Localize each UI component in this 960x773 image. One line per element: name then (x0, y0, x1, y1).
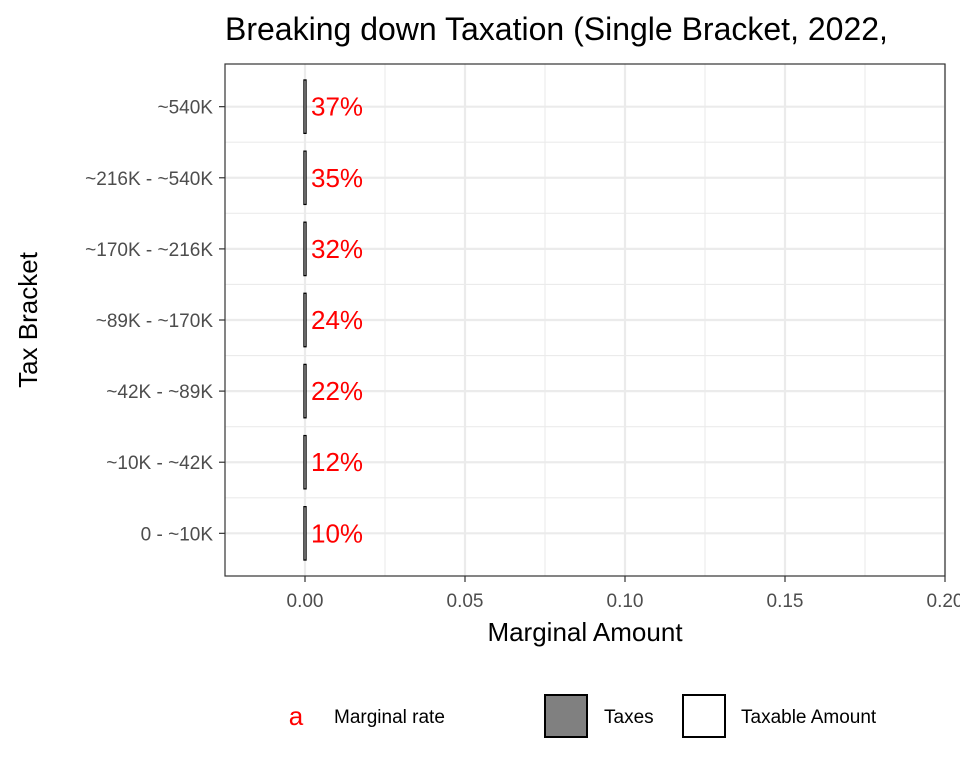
y-tick-label: ~170K - ~216K (85, 240, 213, 261)
x-tick-label: 0.20 (927, 591, 960, 612)
legend-label-marginal-rate: Marginal rate (334, 707, 445, 728)
y-tick-label: ~89K - ~170K (96, 311, 214, 332)
legend-key-taxes (544, 694, 588, 738)
y-tick-label: ~10K - ~42K (106, 453, 213, 474)
bars (303, 79, 307, 561)
marginal-rate-label: 24% (311, 305, 363, 335)
y-axis-label: Tax Bracket (13, 251, 43, 388)
bar-taxable-amount (303, 292, 307, 348)
x-axis: 0.00 0.05 0.10 0.15 0.20 (287, 576, 960, 612)
x-tick-label: 0.15 (767, 591, 804, 612)
legend-label-taxable-amount: Taxable Amount (741, 707, 877, 728)
bar-taxable-amount (303, 434, 307, 490)
marginal-rate-label: 22% (311, 376, 363, 406)
y-tick-label: ~540K (158, 98, 214, 119)
bar-taxable-amount (303, 363, 307, 419)
x-tick-label: 0.00 (287, 591, 324, 612)
data-labels: 10% 12% 22% 24% 32% 35% 37% (311, 92, 363, 549)
y-tick-label: ~216K - ~540K (85, 169, 213, 190)
bar-taxable-amount (303, 150, 307, 206)
marginal-rate-label: 10% (311, 518, 363, 548)
bar-taxable-amount (303, 506, 307, 561)
legend-key-taxable-amount (682, 694, 726, 738)
bar-taxable-amount (303, 221, 307, 277)
x-axis-label: Marginal Amount (487, 617, 683, 647)
marginal-rate-label: 35% (311, 163, 363, 193)
grid-lines (225, 64, 947, 576)
marginal-rate-label: 37% (311, 92, 363, 122)
marginal-rate-label: 32% (311, 234, 363, 264)
y-axis: 0 - ~10K ~10K - ~42K ~42K - ~89K ~89K - ~17… (85, 98, 225, 545)
legend: a Marginal rate Taxes Taxable Amount (289, 694, 877, 738)
marginal-rate-label: 12% (311, 447, 363, 477)
bar-taxable-amount (303, 79, 307, 134)
chart-title: Breaking down Taxation (Single Bracket, … (225, 11, 888, 47)
x-tick-label: 0.10 (607, 591, 644, 612)
legend-key-marginal-rate: a (289, 701, 304, 731)
y-tick-label: ~42K - ~89K (106, 382, 213, 403)
x-tick-label: 0.05 (447, 591, 484, 612)
y-tick-label: 0 - ~10K (141, 524, 214, 545)
legend-label-taxes: Taxes (604, 707, 654, 728)
